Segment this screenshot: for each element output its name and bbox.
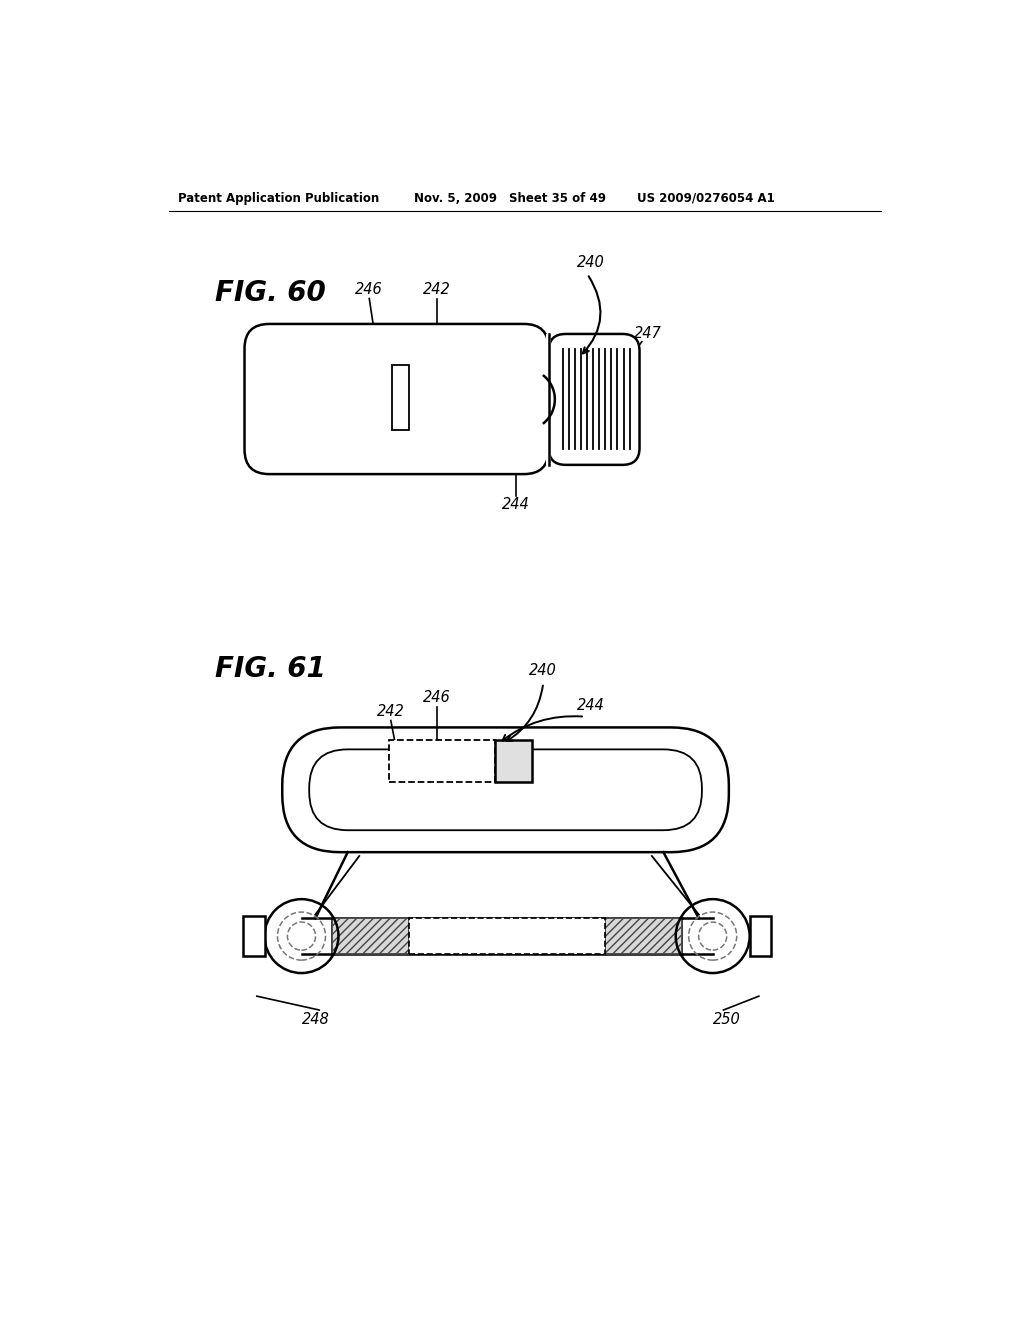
Bar [333,919,410,954]
Text: 242: 242 [423,281,451,297]
Text: FIG. 60: FIG. 60 [215,279,326,308]
FancyBboxPatch shape [283,727,729,853]
Text: Patent Application Publication: Patent Application Publication [178,191,380,205]
Text: Nov. 5, 2009: Nov. 5, 2009 [414,191,497,205]
Bar [243,916,264,956]
Text: 240: 240 [529,663,557,678]
Text: Sheet 35 of 49: Sheet 35 of 49 [509,191,606,205]
FancyBboxPatch shape [309,750,701,830]
Bar [605,919,682,954]
Bar [750,916,771,956]
Text: 240: 240 [578,255,605,269]
Text: 246: 246 [423,690,451,705]
Bar [495,739,531,781]
Bar [410,919,605,954]
FancyBboxPatch shape [549,334,640,465]
Text: US 2009/0276054 A1: US 2009/0276054 A1 [637,191,775,205]
Text: 247: 247 [634,326,662,342]
Text: 246: 246 [355,281,383,297]
Text: 242: 242 [377,704,404,719]
Bar [547,334,551,465]
Bar [388,739,495,781]
Text: FIG. 61: FIG. 61 [215,655,326,682]
FancyBboxPatch shape [245,323,549,474]
Text: 248: 248 [301,1011,330,1027]
Text: 250: 250 [714,1011,741,1027]
Bar [392,364,410,430]
Text: 244: 244 [502,498,529,512]
Text: 244: 244 [578,697,605,713]
